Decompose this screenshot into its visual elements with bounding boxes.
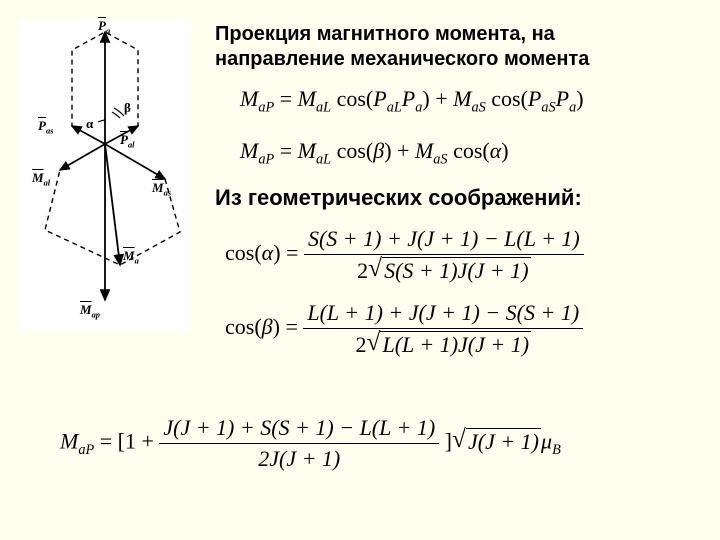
label-Map: Map [80,302,100,320]
equation-cos-alpha: cos(α) = S(S + 1) + J(J + 1) − L(L + 1) … [225,226,584,284]
label-Pas: Pas [38,118,53,136]
label-Ma: Ma [123,248,139,266]
page-heading: Проекция магнитного момента, на направле… [215,22,675,72]
equation-2: MaP = MaL cos(β) + MaS cos(α) [240,138,509,168]
label-Mas: Mas [152,180,171,198]
label-Pal: Pal [120,132,135,150]
label-Mal: Mal [32,170,50,188]
equation-1: MaP = MaL cos(PaLPa) + MaS cos(PaSPa) [240,86,584,116]
label-beta: β [124,100,131,116]
subheading: Из геометрических соображений: [215,185,582,211]
label-alpha: α [86,116,93,132]
vector-diagram: Pa Pas Pal Mal Mas Ma Map α β [20,20,190,330]
label-Pa: Pa [98,18,110,36]
equation-map-final: MaP = [1 + J(J + 1) + S(S + 1) − L(L + 1… [60,415,561,472]
equation-cos-beta: cos(β) = L(L + 1) + J(J + 1) − S(S + 1) … [225,300,583,358]
